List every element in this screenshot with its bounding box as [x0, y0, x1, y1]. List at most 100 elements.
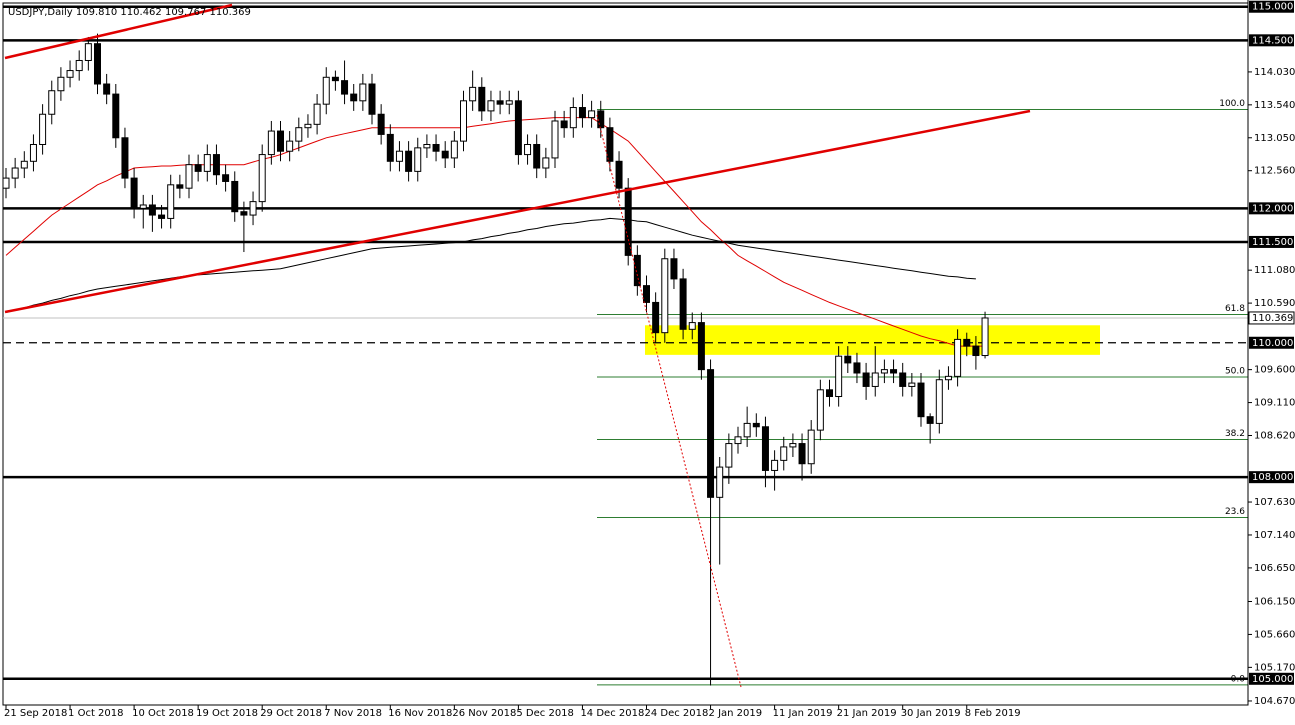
candle-body [679, 278, 687, 330]
candle-body [944, 375, 952, 381]
level-box [1249, 34, 1294, 47]
candle-body [240, 211, 248, 216]
candle-body [405, 150, 413, 172]
candle-body [835, 355, 843, 398]
y-tick-label: 107.140 [1254, 530, 1295, 541]
candle-body [862, 372, 870, 387]
candle-body [258, 154, 266, 203]
y-tick-label: 109.600 [1254, 365, 1295, 376]
candle-body [743, 422, 751, 438]
candle-body [505, 100, 513, 105]
y-tick-label: 106.650 [1254, 563, 1295, 574]
candle-body [716, 466, 724, 498]
zone [645, 325, 1100, 355]
candle-body [697, 322, 705, 371]
candle-body [286, 140, 294, 152]
y-tick-label: 105.170 [1254, 662, 1295, 673]
trend-line [4, 3, 233, 60]
candle-body [66, 70, 74, 78]
candle-body [816, 389, 824, 431]
y-tick-label: 106.150 [1254, 597, 1295, 608]
candle-body [514, 100, 522, 156]
candle-body [341, 80, 349, 95]
candle-body [29, 143, 37, 162]
x-tick-label: 16 Nov 2018 [388, 708, 452, 719]
candle-body [954, 338, 962, 377]
x-tick-label: 1 Oct 2018 [68, 708, 123, 719]
fib-label: 100.0 [1219, 99, 1245, 109]
fib-label: 23.6 [1225, 507, 1245, 517]
candle-body [725, 443, 733, 468]
x-tick-label: 29 Oct 2018 [260, 708, 322, 719]
candle-body [368, 83, 376, 115]
candle-body [542, 157, 550, 169]
level-box [1249, 672, 1294, 685]
candle-body [386, 133, 394, 162]
candle-body [908, 382, 916, 387]
candle-body [771, 459, 779, 471]
level-label: 108.000 [1252, 472, 1293, 483]
candle-body [222, 174, 230, 182]
moving-average [5, 217, 976, 313]
candle-body [533, 143, 541, 169]
candle-body [176, 184, 184, 189]
candle-body [331, 76, 339, 82]
candle-body [460, 100, 467, 142]
level-label: 111.500 [1252, 237, 1293, 248]
candle-body [103, 83, 111, 95]
candle-body [963, 338, 971, 347]
x-tick-label: 30 Jan 2019 [901, 708, 961, 719]
y-tick-label: 111.080 [1254, 265, 1295, 276]
candle-body [194, 164, 202, 172]
candle-body [112, 93, 120, 139]
candle-body [2, 177, 10, 189]
candle-body [643, 285, 650, 303]
y-tick-label: 104.670 [1254, 696, 1295, 707]
moving-average [5, 117, 986, 347]
level-box [1249, 471, 1294, 484]
candle-body [432, 143, 440, 152]
candle-body [313, 103, 321, 125]
x-tick-label: 7 Nov 2018 [324, 708, 382, 719]
candle-body [606, 127, 614, 162]
trend-line [4, 109, 1031, 314]
y-tick-label: 107.630 [1254, 497, 1295, 508]
level-label: 112.000 [1252, 203, 1293, 214]
candle-body [478, 86, 486, 112]
candle-body [844, 355, 852, 364]
candle-body [826, 389, 833, 398]
candle-body [267, 130, 275, 156]
candle-body [890, 369, 898, 374]
candle-body [350, 93, 358, 102]
candle-body [734, 436, 742, 445]
candle-body [75, 59, 83, 72]
candle-body [761, 426, 769, 471]
candle-body [167, 184, 175, 219]
x-tick-label: 5 Dec 2018 [516, 708, 574, 719]
y-tick-label: 109.110 [1254, 398, 1295, 409]
level-label: 110.000 [1252, 338, 1293, 349]
candle-body [926, 416, 934, 424]
candle-body [423, 143, 431, 149]
candle-body [853, 362, 861, 374]
candle-body [450, 140, 458, 159]
x-tick-label: 21 Jan 2019 [837, 708, 897, 719]
y-tick-label: 113.050 [1254, 133, 1295, 144]
candle-body [752, 422, 760, 428]
candle-body [972, 345, 980, 357]
candle-body [185, 164, 193, 189]
y-tick-label: 108.620 [1254, 431, 1295, 442]
candle-body [158, 214, 166, 219]
candle-body [295, 127, 303, 142]
level-box [1249, 202, 1294, 215]
candle-body [615, 160, 623, 189]
candle-body [670, 258, 678, 280]
fib-label: 38.2 [1225, 429, 1245, 439]
x-tick-label: 8 Feb 2019 [965, 708, 1021, 719]
level-label: 114.500 [1252, 35, 1293, 46]
candle-body [597, 110, 605, 129]
level-box [1249, 336, 1294, 349]
candle-body [249, 201, 257, 216]
candle-body [633, 254, 641, 287]
